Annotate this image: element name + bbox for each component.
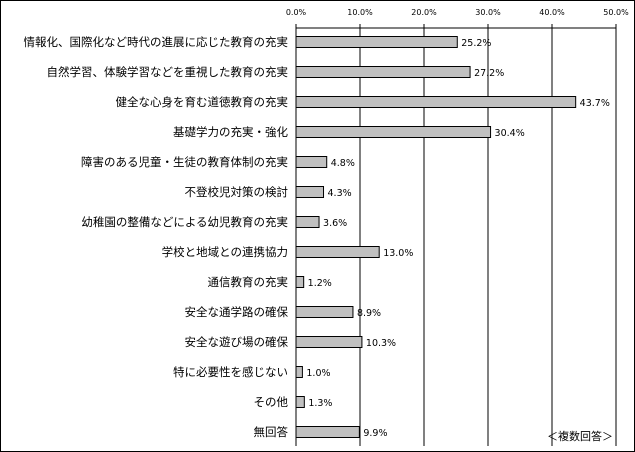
category-label: 学校と地域との連携協力 [162,245,288,259]
data-label: 3.6% [323,218,347,229]
data-label: 10.3% [366,338,396,349]
bar [295,306,354,318]
x-tick-label: 0.0% [286,8,307,17]
data-label: 1.0% [306,368,330,379]
category-label: 健全な心身を育む道徳教育の充実 [116,95,289,109]
category-label: 情報化、国際化など時代の進展に応じた教育の充実 [24,35,289,49]
data-labels: 25.2% 27.2% 43.7% 30.4% 4.8% 4.3% 3.6% 13.0% 1.2… [306,38,609,439]
data-label: 13.0% [383,248,413,259]
category-label: 障害のある児童・生徒の教育体制の充実 [81,155,288,169]
category-label: その他 [254,395,289,409]
x-tick-label: 30.0% [475,8,501,17]
bar [295,36,458,48]
data-label: 1.3% [308,398,332,409]
data-label: 1.2% [308,278,332,289]
bar [295,66,471,78]
category-label: 安全な遊び場の確保 [185,335,289,349]
bar [295,396,305,408]
bar [295,276,305,288]
grid-lines [295,24,617,446]
category-label: 基礎学力の充実・強化 [173,125,288,139]
category-label: 安全な通学路の確保 [185,305,289,319]
data-label: 4.3% [328,188,352,199]
data-label: 43.7% [580,98,610,109]
data-label: 30.4% [495,128,525,139]
category-label: 特に必要性を感じない [173,365,288,379]
data-label: 4.8% [331,158,355,169]
data-label: 27.2% [474,68,504,79]
category-label: 無回答 [254,425,289,439]
data-label: 25.2% [461,38,491,49]
bar [295,246,380,258]
category-label: 幼稚園の整備などによる幼児教育の充実 [81,215,288,229]
note-label: ＜複数回答＞ [547,429,613,443]
category-label: 通信教育の充実 [208,275,289,289]
x-tick-label: 40.0% [539,8,565,17]
x-tick-label: 50.0% [603,8,629,17]
bar [295,336,363,348]
bar [295,96,577,108]
x-tick-label: 10.0% [347,8,373,17]
x-tick-label: 20.0% [411,8,437,17]
data-label: 9.9% [363,428,387,439]
x-tick-labels: 0.0% 10.0% 20.0% 30.0% 40.0% 50.0% [286,8,629,17]
bar [295,126,492,138]
category-labels: 情報化、国際化など時代の進展に応じた教育の充実自然学習、体験学習などを重視した教… [24,35,289,439]
bar [295,186,325,198]
category-label: 自然学習、体験学習などを重視した教育の充実 [47,65,289,79]
bar [295,216,320,228]
bar [295,156,328,168]
data-label: 8.9% [357,308,381,319]
bar [295,366,303,378]
category-label: 不登校児対策の検討 [185,185,289,199]
bars [295,36,577,438]
bar [295,426,360,438]
